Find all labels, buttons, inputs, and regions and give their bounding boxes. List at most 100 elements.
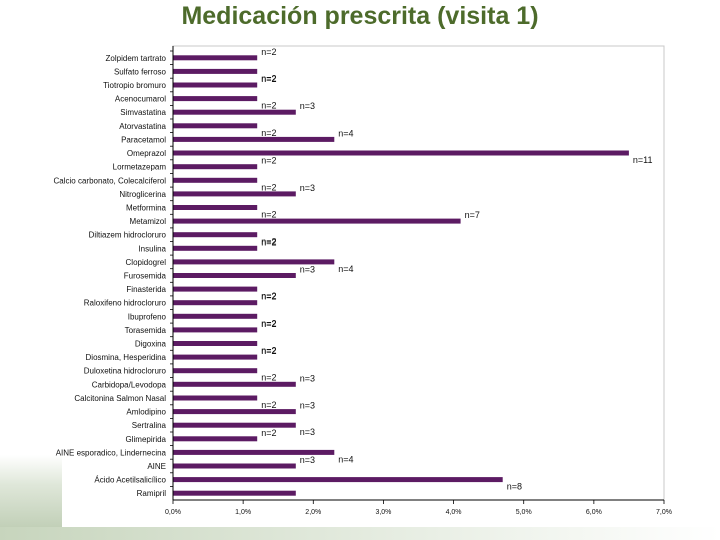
- data-label: n=3: [300, 455, 315, 465]
- x-tick-label: 0,0%: [165, 509, 181, 516]
- bar: [173, 449, 335, 455]
- category-label: Simvastatina: [120, 108, 166, 117]
- data-label: n=2: [261, 74, 276, 84]
- chart-title: Medicación prescrita (visita 1): [181, 2, 539, 30]
- category-label: Duloxetina hidrocloruro: [84, 367, 167, 376]
- category-label: Calcio carbonato, Colecalciferol: [54, 176, 167, 185]
- category-label: Paracetamol: [121, 135, 166, 144]
- category-label: Digoxina: [135, 340, 167, 349]
- bar: [173, 123, 258, 129]
- category-label: AINE esporadico, Lindernecina: [56, 448, 167, 457]
- bar: [173, 354, 258, 360]
- data-label: n=2: [261, 318, 276, 328]
- data-label: n=3: [300, 373, 315, 383]
- bar: [173, 245, 258, 251]
- data-label: n=3: [300, 401, 315, 411]
- data-label: n=2: [261, 292, 276, 302]
- bar: [173, 463, 296, 469]
- data-label: n=2: [261, 428, 276, 438]
- data-label: n=2: [261, 210, 276, 220]
- data-label: n=3: [300, 101, 315, 111]
- category-label: Insulina: [138, 244, 166, 253]
- data-label: n=2: [261, 237, 276, 247]
- category-label: Ramipril: [137, 489, 167, 498]
- data-label: n=2: [261, 400, 276, 410]
- bar: [173, 313, 258, 319]
- bar: [173, 273, 296, 278]
- category-label: Raloxifeno hidrocloruro: [84, 299, 167, 308]
- category-label: Metamizol: [130, 217, 167, 226]
- data-label: n=2: [261, 182, 276, 192]
- category-label: Lormetazepam: [113, 163, 167, 172]
- decorative-gradient-band: [0, 455, 62, 540]
- bar: [173, 96, 258, 102]
- data-label: n=2: [261, 73, 276, 83]
- bar: [173, 300, 258, 306]
- data-label: n=2: [261, 47, 276, 57]
- category-label: Zolpidem tartrato: [106, 54, 167, 63]
- axes: [170, 46, 665, 504]
- category-label: Nitroglicerina: [119, 190, 166, 199]
- data-label: n=7: [465, 210, 480, 220]
- category-label: Tiotropio bromuro: [103, 81, 166, 90]
- data-label: n=8: [507, 482, 522, 492]
- category-label: Carbidopa/Levodopa: [92, 380, 167, 389]
- bar: [173, 68, 258, 74]
- bar: [173, 218, 461, 224]
- data-label: n=11: [633, 155, 653, 165]
- category-label: Amlodipino: [126, 408, 166, 417]
- data-label: n=2: [261, 156, 276, 166]
- bar: [173, 286, 258, 292]
- x-tick-label: 6,0%: [586, 509, 602, 516]
- decorative-bottom-band: [0, 527, 720, 540]
- bar: [173, 381, 296, 387]
- category-label: Torasemida: [125, 326, 167, 335]
- data-label: n=4: [338, 454, 353, 464]
- bar: [173, 191, 296, 197]
- bars-group: [173, 55, 629, 496]
- category-label: Metformina: [126, 204, 167, 213]
- category-label: Sertralina: [132, 421, 167, 430]
- data-label: n=3: [300, 427, 315, 437]
- data-label: n=4: [338, 264, 353, 274]
- data-label: n=2: [261, 237, 276, 247]
- bar: [173, 82, 258, 88]
- x-tick-label: 7,0%: [656, 509, 672, 516]
- bar: [173, 164, 258, 170]
- data-label: n=2: [261, 346, 276, 356]
- category-label: Omeprazol: [127, 149, 166, 158]
- data-label: n=2: [261, 128, 276, 138]
- data-label: n=3: [300, 265, 315, 275]
- data-label: n=4: [338, 128, 353, 138]
- category-label: Ácido Acetilsalicílico: [94, 476, 166, 485]
- data-label: n=2: [261, 319, 276, 329]
- x-tick-labels: 0,0% 1,0% 2,0% 3,0% 4,0% 5,0% 6,0% 7,0%: [165, 509, 672, 516]
- category-label: Clopidogrel: [126, 258, 167, 267]
- bar: [173, 205, 258, 210]
- bar: [173, 395, 258, 401]
- x-tick-label: 4,0%: [446, 509, 462, 516]
- bar: [173, 490, 296, 496]
- x-tick-label: 5,0%: [516, 509, 532, 516]
- bar: [173, 327, 258, 333]
- category-label: Glimepirida: [126, 435, 167, 444]
- data-label: n=3: [300, 183, 315, 193]
- data-label: n=2: [261, 101, 276, 111]
- bar: [173, 55, 258, 61]
- category-label: Finasterida: [126, 285, 166, 294]
- bar: [173, 150, 629, 156]
- category-label: Ibuprofeno: [128, 312, 167, 321]
- x-tick-label: 1,0%: [235, 509, 251, 516]
- x-tick-label: 2,0%: [305, 509, 321, 516]
- bar: [173, 259, 335, 265]
- bar: [173, 436, 258, 442]
- data-labels: n=2 n=2 n=2 n=2 n=3 n=2 n=4 n=11 n=2 n=2 n=3 n=2 n=7…: [261, 47, 652, 492]
- category-label: AINE: [147, 462, 166, 471]
- bar: [173, 422, 296, 428]
- bar: [173, 409, 296, 415]
- category-label: Calcitonina Salmon Nasal: [74, 394, 166, 403]
- bar: [173, 109, 296, 115]
- data-label: n=2: [261, 346, 276, 356]
- category-label: Diosmina, Hesperidina: [86, 353, 167, 362]
